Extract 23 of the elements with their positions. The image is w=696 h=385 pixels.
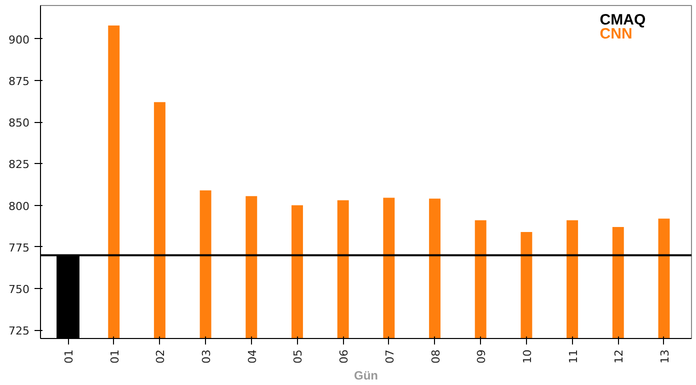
y-tick-label: 850 [8, 116, 30, 130]
y-tick-label: 900 [8, 33, 30, 46]
y-tick-label: 750 [8, 283, 30, 296]
x-tick-label: 13 [658, 349, 672, 364]
x-tick-label: 12 [612, 349, 626, 364]
y-tick-label: 775 [8, 241, 30, 254]
y-tick-label: 875 [8, 74, 30, 88]
x-tick-label: 07 [383, 349, 396, 364]
x-tick-label: 10 [520, 349, 534, 364]
x-tick-label: 06 [338, 349, 351, 364]
x-tick-label: 03 [200, 349, 214, 364]
x-tick-label: 09 [475, 349, 488, 364]
x-tick-label: 05 [292, 349, 305, 364]
x-tick-label: 11 [566, 349, 580, 364]
x-tick-label: 02 [154, 349, 168, 364]
y-tick-label: 825 [8, 158, 30, 172]
x-tick-label: 01 [62, 349, 76, 364]
y-tick-label: 725 [8, 324, 30, 338]
x-tick-label: 04 [246, 349, 259, 364]
y-tick-label: 800 [8, 200, 30, 213]
x-tick-label: 08 [429, 349, 442, 364]
x-axis-title: Gün [354, 368, 378, 382]
x-tick-label: 01 [108, 349, 122, 364]
